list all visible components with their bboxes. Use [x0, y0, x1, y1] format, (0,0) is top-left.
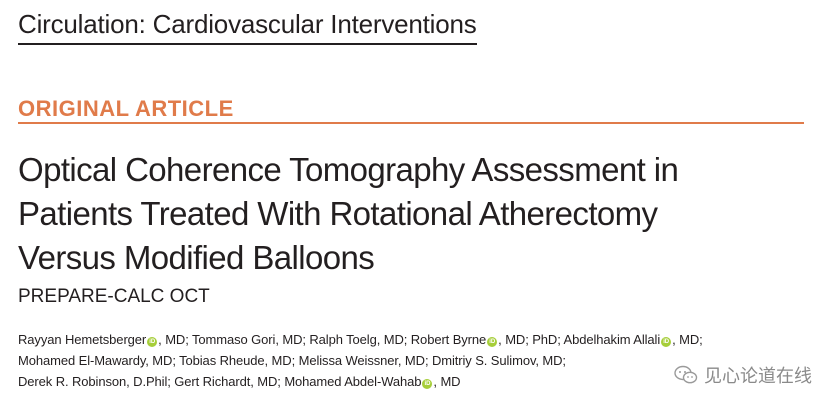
author-line: Mohamed El-Mawardy, MD; Tobias Rheude, M…	[18, 353, 566, 368]
orcid-icon[interactable]: iD	[661, 337, 672, 347]
watermark: 见心论道在线	[674, 362, 812, 388]
author-list: Rayyan Hemetsberger iD, MD; Tommaso Gori,…	[18, 329, 818, 392]
article-title: Optical Coherence Tomography Assessment …	[18, 148, 808, 280]
author-text: Rayyan Hemetsberger	[18, 332, 147, 347]
orcid-icon[interactable]: iD	[487, 337, 498, 347]
author-text: Derek R. Robinson, D.Phil; Gert Richardt…	[18, 374, 422, 389]
article-title-line: Versus Modified Balloons	[18, 239, 375, 276]
orcid-icon[interactable]: iD	[422, 379, 433, 389]
author-line: Rayyan Hemetsberger iD, MD; Tommaso Gori,…	[18, 329, 818, 350]
author-text: , MD	[433, 374, 461, 389]
author-text: , MD; PhD; Abdelhakim Allali	[498, 332, 661, 347]
wechat-icon	[674, 365, 698, 384]
section-divider	[18, 122, 804, 124]
author-text: , MD;	[672, 332, 703, 347]
article-title-line: Patients Treated With Rotational Atherec…	[18, 195, 658, 232]
article-subtitle: PREPARE-CALC OCT	[18, 286, 210, 307]
author-line: Derek R. Robinson, D.Phil; Gert Richardt…	[18, 371, 818, 392]
orcid-icon[interactable]: iD	[147, 337, 158, 347]
journal-title[interactable]: Circulation: Cardiovascular Intervention…	[18, 8, 477, 45]
watermark-text: 见心论道在线	[704, 366, 812, 387]
article-title-line: Optical Coherence Tomography Assessment …	[18, 151, 679, 188]
author-text: , MD; Tommaso Gori, MD; Ralph Toelg, MD;…	[158, 332, 487, 347]
article-type-label: ORIGINAL ARTICLE	[18, 96, 234, 121]
